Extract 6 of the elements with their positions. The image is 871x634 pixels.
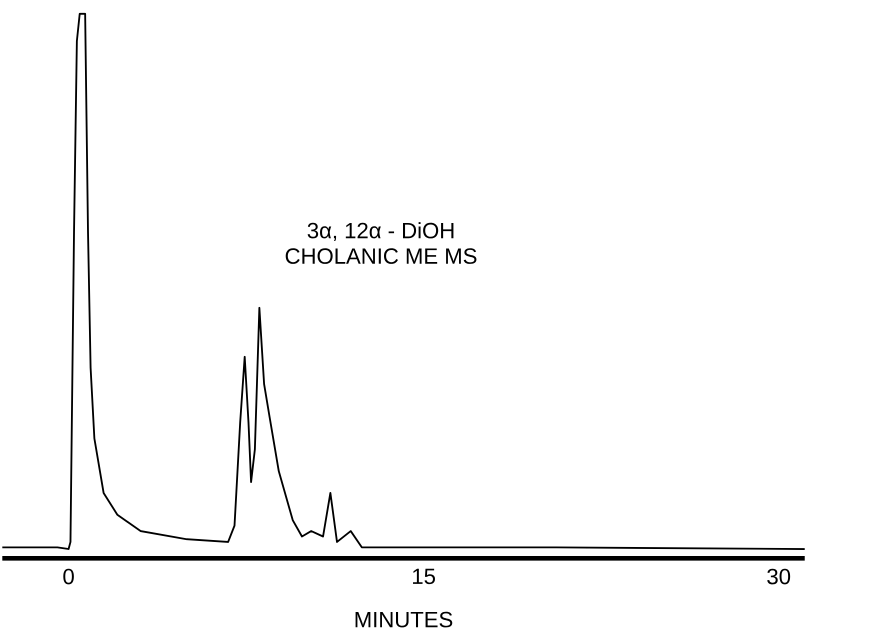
x-tick-label: 15 [413, 568, 435, 584]
x-axis-title: MINUTES [356, 612, 452, 628]
annotation: CHOLANIC ME MS [286, 248, 476, 264]
x-tick-label: 0 [63, 568, 74, 585]
x-tick-label: 30 [767, 568, 790, 585]
annotation: 3α, 12α - DiOH [308, 222, 454, 242]
